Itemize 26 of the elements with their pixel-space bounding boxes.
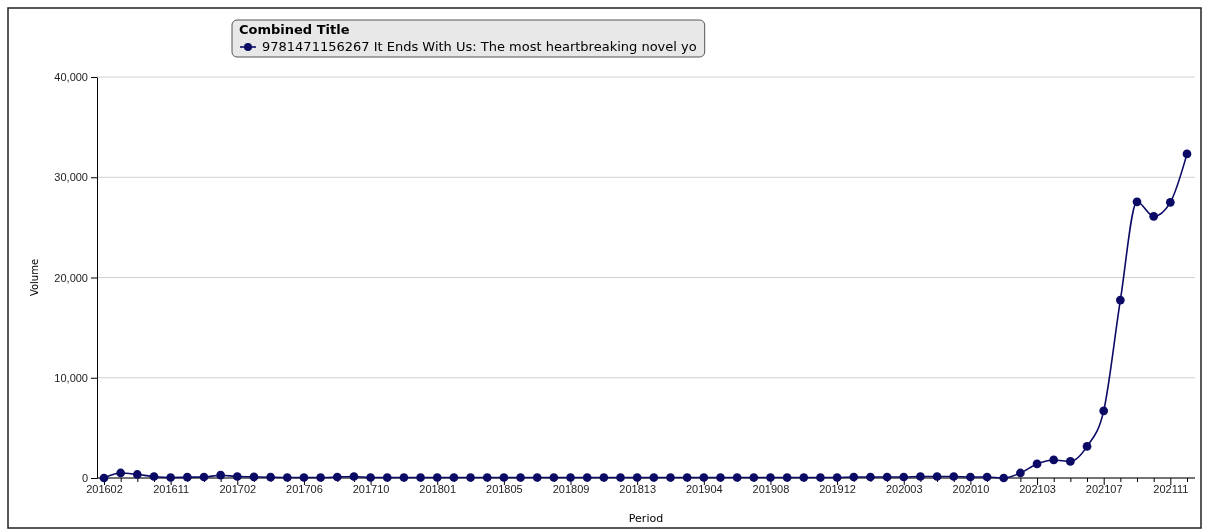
y-tick-label: 10,000: [54, 371, 88, 384]
legend-label: 9781471156267 It Ends With Us: The most heartbreaking novel yo: [262, 39, 697, 54]
x-tick-label: 201912: [819, 482, 856, 495]
x-axis-title: Period: [628, 512, 664, 525]
x-tick-label: 201904: [685, 482, 723, 495]
x-tick-label: 202103: [1019, 482, 1056, 495]
x-tick-label: 202003: [885, 482, 923, 495]
x-tick-label: 201706: [286, 482, 323, 495]
legend-title: Combined Title: [239, 22, 350, 37]
y-tick-label: 0: [81, 472, 88, 485]
x-tick-label: 201809: [552, 482, 590, 495]
y-tick-label: 40,000: [54, 71, 88, 84]
x-tick-label: 202107: [1085, 482, 1123, 495]
x-tick-label: 201611: [153, 482, 190, 495]
x-tick-label: 201801: [419, 482, 457, 495]
y-axis-title: Volume: [29, 258, 40, 297]
x-tick-label: 201908: [752, 482, 790, 495]
x-tick-label: 201602: [86, 482, 123, 495]
y-tick-label: 20,000: [54, 271, 88, 284]
x-tick-label: 201805: [486, 482, 523, 495]
x-tick-label: 202111: [1153, 482, 1189, 495]
x-tick-label: 201710: [352, 482, 390, 495]
y-tick-label: 30,000: [54, 171, 88, 184]
x-tick-label: 202010: [952, 482, 990, 495]
x-tick-label: 201813: [619, 482, 657, 495]
x-tick-label: 201702: [219, 482, 257, 495]
